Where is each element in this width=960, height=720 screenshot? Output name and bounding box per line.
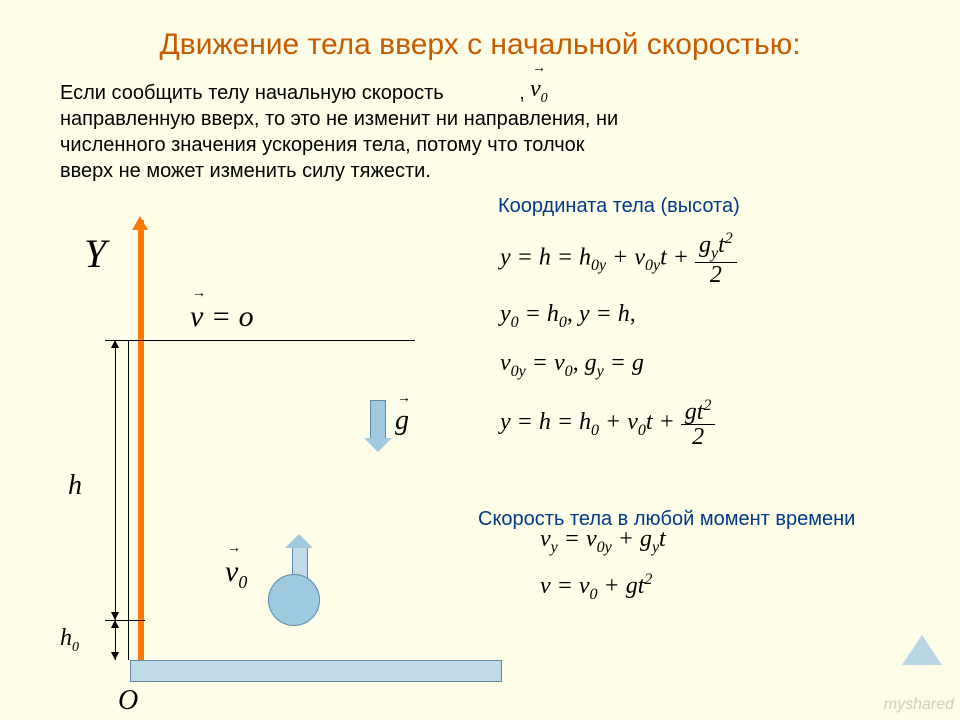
v0-arrow-head: [285, 534, 313, 548]
diagram-pane: Y v = o h h0 O v0 g: [60, 220, 480, 700]
v0-label: v0: [225, 555, 247, 593]
slide-title: Движение тела вверх с начальной скорость…: [0, 0, 960, 62]
intro-line-4: вверх не может изменить силу тяжести.: [60, 160, 431, 182]
intro-line-1: Если сообщить телу начальную скорость: [60, 82, 444, 104]
dim-h0-arrow-bot: [111, 652, 119, 660]
formula-4: y = h = h0 + v0t + gt22: [500, 398, 900, 449]
formula-6: v = v0 + gt2: [540, 571, 900, 604]
g-label: g: [395, 405, 409, 437]
coord-subtitle: Координата тела (высота): [498, 195, 740, 218]
next-slide-triangle[interactable]: [902, 635, 942, 665]
dim-h-arrow-top: [111, 340, 119, 348]
intro-line-2: направленную вверх, то это не изменит ни…: [60, 108, 618, 130]
axis-aux-line: [128, 340, 129, 660]
y-axis-line: [138, 220, 144, 660]
dim-h-line: [115, 340, 116, 620]
formula-2: y0 = h0, y = h,: [500, 301, 900, 332]
intro-text: Если сообщить телу начальную скорость v0…: [0, 62, 960, 184]
origin-label: O: [118, 685, 138, 717]
dim-h-arrow-bot: [111, 612, 119, 620]
formula-1: y = h = h0y + v0yt + gyt22: [500, 231, 900, 287]
y-axis-arrowhead: [132, 216, 148, 230]
body-circle: [268, 574, 320, 626]
formula-5: vy = v0y + gyt: [540, 526, 900, 557]
level-line: [105, 340, 415, 341]
watermark: myshared: [884, 696, 954, 714]
formula-column: y = h = h0y + v0yt + gyt22 y0 = h0, y = …: [500, 225, 900, 610]
ground-rect: [130, 660, 502, 682]
v0-symbol-inline: v0: [530, 74, 548, 108]
dim-h0-arrow-top: [111, 620, 119, 628]
v-equals-zero: v = o: [190, 300, 254, 334]
g-arrow: [370, 400, 386, 440]
h-label: h: [68, 470, 82, 502]
intro-comma: ,: [519, 82, 525, 104]
y-axis-label: Y: [84, 230, 106, 277]
h0-label: h0: [60, 625, 79, 656]
intro-line-3: численного значения ускорения тела, пото…: [60, 134, 584, 156]
formula-3: v0y = v0, gy = g: [500, 350, 900, 381]
